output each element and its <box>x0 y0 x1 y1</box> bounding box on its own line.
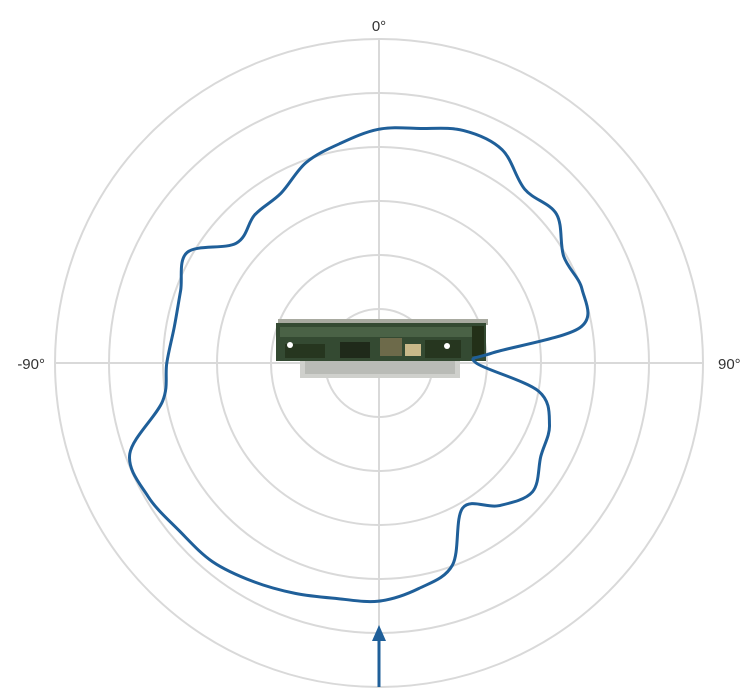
angle-labels: 0° 90° -90° <box>17 18 740 373</box>
angle-label-neg90: -90° <box>17 356 45 373</box>
direction-arrow <box>372 625 386 687</box>
marker-layer <box>372 625 386 687</box>
direction-arrow-head <box>372 625 386 641</box>
series-layer <box>128 126 590 604</box>
circuit-board-image <box>276 319 488 378</box>
series-line-0 <box>128 126 590 604</box>
angle-label-0: 0° <box>372 18 386 35</box>
angle-label-90: 90° <box>718 356 741 373</box>
